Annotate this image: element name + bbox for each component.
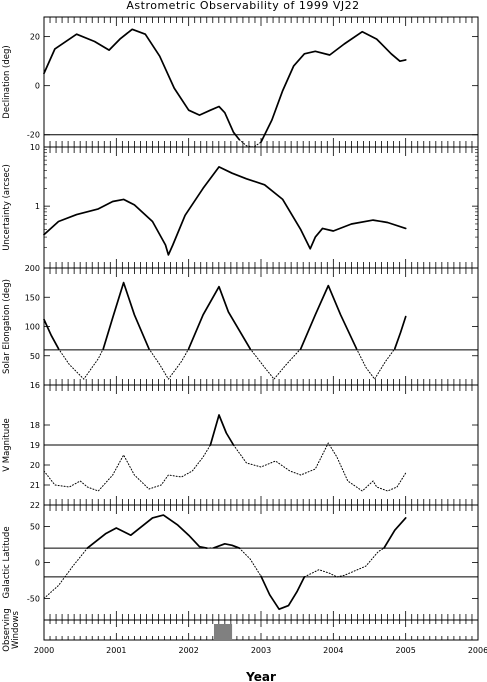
series-line-dotted — [238, 547, 262, 577]
series-line-dotted — [58, 348, 104, 380]
y-tick-label: -20 — [27, 131, 40, 140]
series-line-dotted — [356, 348, 396, 380]
series-line-dotted — [43, 547, 88, 599]
panel-6: Observing Windows — [2, 608, 479, 652]
y-axis-label: Galactic Latitude — [2, 526, 12, 598]
y-tick-label: 150 — [25, 293, 40, 302]
chart-title: Astrometric Observability of 1999 VJ22 — [126, 0, 359, 12]
series-line-solid — [260, 30, 407, 143]
y-axis-label: Windows — [11, 610, 21, 649]
y-tick-label: 50 — [30, 523, 40, 532]
x-axis: 2000 2001 2002 2003 2004 2005 2006 — [34, 646, 487, 655]
series-line-solid — [213, 542, 241, 549]
observing-window-bar — [213, 624, 233, 640]
y-tick-label: 100 — [25, 323, 40, 332]
y-tick-label: 0 — [35, 82, 40, 91]
y-tick-label: 16 — [30, 381, 40, 390]
y-tick-label: 10 — [30, 143, 40, 152]
series-line-dotted — [303, 547, 385, 578]
panel-3: 200 150 100 50 Solar Elongation (deg) — [2, 264, 479, 386]
y-tick-label: 0 — [35, 559, 40, 568]
y-axis-label: Uncertainty (arcsec) — [2, 164, 12, 251]
x-tick-label: 2001 — [106, 646, 126, 655]
x-tick-label: 2004 — [323, 646, 343, 655]
y-tick-label: 21 — [30, 481, 40, 490]
x-tick-label: 2006 — [468, 646, 487, 655]
series-line-dotted — [238, 139, 262, 148]
x-tick-label: 2000 — [34, 646, 54, 655]
panel-frame — [43, 267, 479, 386]
series-line-solid — [43, 28, 241, 141]
series-line-solid — [43, 318, 60, 350]
series-line-solid — [43, 166, 407, 256]
y-axis-label: Declination (deg) — [2, 45, 12, 118]
panel-4: 16 18 19 20 21 22 V Magnitude — [2, 381, 479, 510]
y-tick-label: 50 — [30, 352, 40, 361]
x-tick-label: 2005 — [395, 646, 415, 655]
y-tick-label: 1 — [35, 202, 40, 211]
series-line-solid — [260, 575, 306, 611]
y-tick-label: 19 — [30, 441, 40, 450]
panel-frame — [43, 16, 479, 148]
series-line-dotted — [249, 348, 302, 380]
y-tick-label: 200 — [25, 264, 40, 273]
series-line-solid — [86, 514, 208, 549]
series-line-solid — [393, 315, 407, 350]
series-line-solid — [299, 284, 358, 350]
series-line-dotted — [233, 442, 407, 492]
y-axis-label: Solar Elongation (deg) — [2, 279, 12, 374]
y-tick-label: 22 — [30, 501, 40, 510]
y-tick-label: 20 — [30, 33, 40, 42]
panel-2: 10 1 Uncertainty (arcsec) — [2, 143, 479, 269]
series-line-solid — [187, 285, 251, 350]
y-tick-label: -50 — [27, 594, 40, 603]
y-axis-label: Observing — [2, 608, 12, 651]
series-line-solid — [102, 281, 150, 350]
y-axis-label: V Magnitude — [2, 418, 12, 472]
panel-5: 50 0 -50 Galactic Latitude — [2, 504, 479, 621]
y-tick-label: 20 — [30, 461, 40, 470]
series-line-solid — [209, 414, 235, 446]
panel-frame — [43, 504, 479, 621]
x-axis-label: Year — [245, 670, 276, 682]
series-line-dotted — [43, 444, 211, 492]
series-line-dotted — [148, 348, 190, 380]
x-tick-label: 2002 — [178, 646, 198, 655]
panel-frame — [43, 146, 479, 269]
panel-1: 20 0 -20 Declination (deg) — [2, 16, 479, 148]
series-line-solid — [383, 517, 407, 549]
x-tick-label: 2003 — [251, 646, 271, 655]
y-tick-label: 18 — [30, 421, 40, 430]
